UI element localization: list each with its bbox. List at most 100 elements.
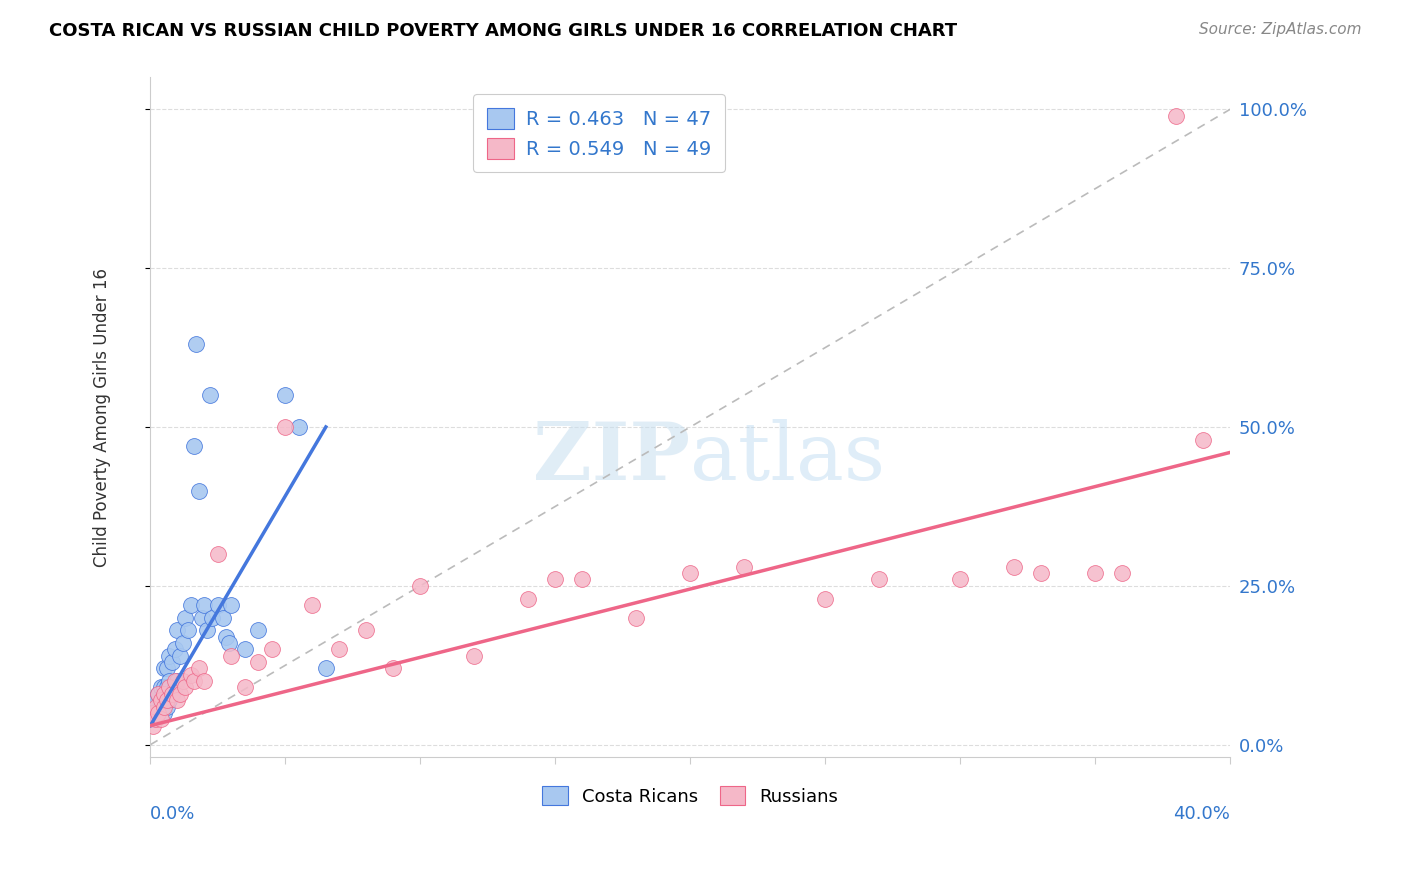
Point [274, 420, 297, 434]
Point [166, 674, 188, 689]
Point [166, 693, 188, 707]
Point [142, 718, 165, 732]
Point [679, 566, 702, 581]
Point [160, 687, 183, 701]
Point [328, 642, 350, 657]
Point [142, 706, 165, 720]
Point [544, 573, 567, 587]
Point [382, 661, 405, 675]
Point [166, 624, 188, 638]
Point [301, 598, 323, 612]
Text: COSTA RICAN VS RUSSIAN CHILD POVERTY AMONG GIRLS UNDER 16 CORRELATION CHART: COSTA RICAN VS RUSSIAN CHILD POVERTY AMO… [49, 22, 957, 40]
Point [160, 655, 183, 669]
Point [201, 610, 224, 624]
Point [868, 573, 890, 587]
Point [215, 630, 238, 644]
Point [145, 693, 167, 707]
Point [274, 388, 297, 402]
Point [288, 420, 311, 434]
Point [157, 648, 180, 663]
Point [172, 636, 194, 650]
Text: ZIP: ZIP [533, 419, 690, 497]
Point [1031, 566, 1053, 581]
Point [180, 598, 202, 612]
Point [193, 598, 215, 612]
Point [153, 661, 176, 675]
Point [1166, 109, 1188, 123]
Point [1111, 566, 1133, 581]
Point [463, 648, 485, 663]
Point [1192, 433, 1215, 447]
Point [153, 706, 176, 720]
Point [148, 706, 170, 720]
Point [155, 693, 177, 707]
Point [153, 681, 176, 695]
Point [212, 610, 235, 624]
Text: Source: ZipAtlas.com: Source: ZipAtlas.com [1198, 22, 1361, 37]
Point [148, 706, 170, 720]
Legend: Costa Ricans, Russians: Costa Ricans, Russians [531, 775, 849, 816]
Point [153, 693, 176, 707]
Point [174, 610, 197, 624]
Point [142, 699, 165, 714]
Point [183, 674, 205, 689]
Point [233, 642, 256, 657]
Point [949, 573, 972, 587]
Point [356, 624, 378, 638]
Point [150, 712, 173, 726]
Point [733, 559, 755, 574]
Point [145, 712, 167, 726]
Text: 40.0%: 40.0% [1174, 805, 1230, 823]
Point [172, 674, 194, 689]
Point [160, 687, 183, 701]
Point [153, 699, 176, 714]
Point [148, 687, 170, 701]
Point [183, 439, 205, 453]
Point [155, 681, 177, 695]
Point [193, 674, 215, 689]
Point [247, 624, 270, 638]
Point [1084, 566, 1107, 581]
Point [409, 579, 432, 593]
Point [247, 655, 270, 669]
Point [150, 681, 173, 695]
Point [142, 712, 165, 726]
Point [188, 661, 211, 675]
Point [163, 642, 186, 657]
Point [207, 547, 229, 561]
Point [188, 483, 211, 498]
Point [163, 674, 186, 689]
Point [177, 624, 200, 638]
Point [814, 591, 837, 606]
Point [207, 598, 229, 612]
Point [190, 610, 212, 624]
Point [218, 636, 240, 650]
Text: 0.0%: 0.0% [150, 805, 195, 823]
Point [150, 693, 173, 707]
Text: atlas: atlas [690, 419, 886, 497]
Point [221, 598, 243, 612]
Point [233, 681, 256, 695]
Point [221, 648, 243, 663]
Point [169, 687, 191, 701]
Point [260, 642, 283, 657]
Point [155, 699, 177, 714]
Point [153, 687, 176, 701]
Point [180, 667, 202, 681]
Point [155, 661, 177, 675]
Point [1002, 559, 1025, 574]
Point [157, 693, 180, 707]
Point [186, 337, 208, 351]
Point [157, 674, 180, 689]
Point [145, 699, 167, 714]
Point [157, 681, 180, 695]
Point [517, 591, 540, 606]
Point [174, 681, 197, 695]
Point [169, 648, 191, 663]
Point [571, 573, 593, 587]
Point [150, 699, 173, 714]
Text: Child Poverty Among Girls Under 16: Child Poverty Among Girls Under 16 [93, 268, 111, 567]
Point [626, 610, 648, 624]
Point [198, 388, 221, 402]
Point [195, 624, 218, 638]
